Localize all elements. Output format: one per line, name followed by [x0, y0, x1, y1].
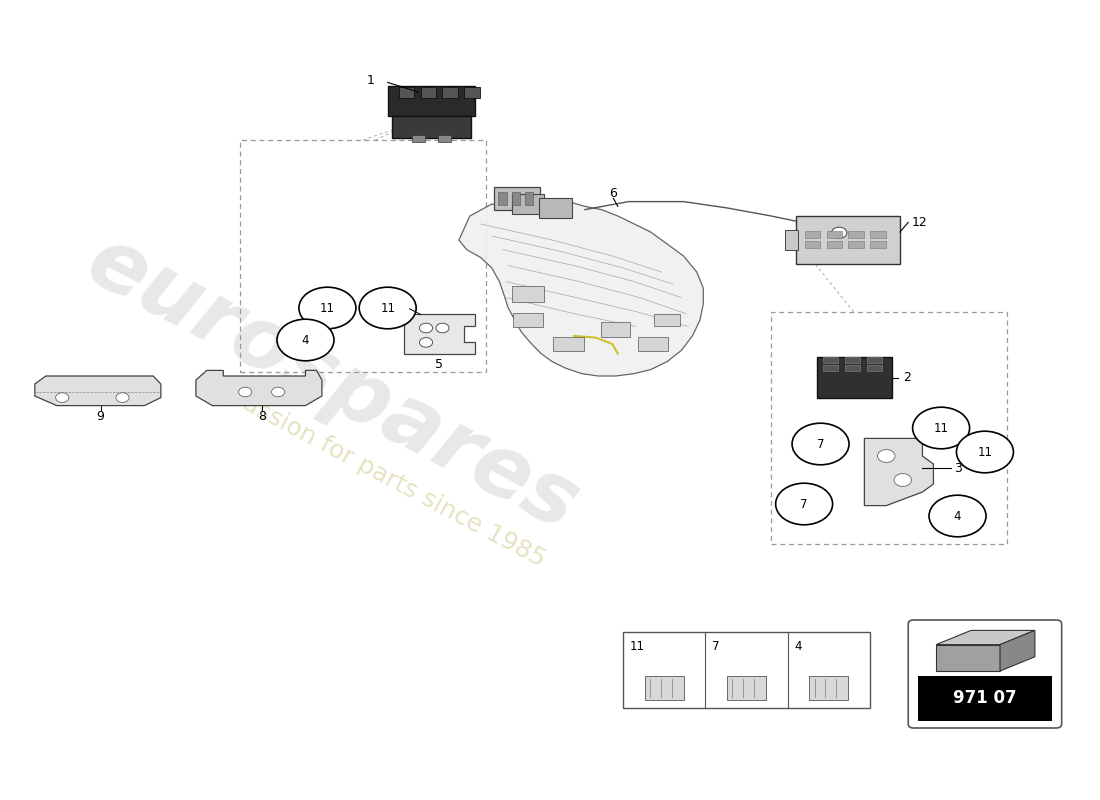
Circle shape [116, 393, 129, 402]
Text: 971 07: 971 07 [953, 690, 1016, 707]
Polygon shape [865, 438, 934, 506]
Bar [392, 116, 471, 138]
Bar [498, 192, 507, 205]
Circle shape [419, 323, 432, 333]
Bar [525, 192, 533, 205]
Bar [512, 192, 520, 205]
Bar [936, 645, 1000, 671]
Circle shape [56, 393, 69, 402]
Bar [512, 194, 544, 214]
Polygon shape [35, 376, 161, 406]
Bar [817, 357, 892, 398]
Circle shape [299, 287, 356, 329]
Text: 2: 2 [903, 371, 911, 384]
Bar [654, 314, 680, 326]
Circle shape [360, 287, 416, 329]
Text: 7: 7 [801, 498, 807, 510]
Bar [867, 365, 882, 371]
Text: 11: 11 [381, 302, 395, 314]
Text: 4: 4 [301, 334, 309, 346]
Circle shape [272, 387, 285, 397]
Polygon shape [196, 370, 322, 406]
Text: 5: 5 [436, 358, 443, 371]
Bar [848, 231, 864, 238]
Text: 11: 11 [630, 640, 645, 653]
Circle shape [419, 338, 432, 347]
Bar [411, 135, 425, 142]
Circle shape [956, 431, 1013, 473]
FancyBboxPatch shape [909, 620, 1062, 728]
Circle shape [792, 423, 849, 465]
Text: 6: 6 [609, 187, 617, 200]
Bar [438, 135, 451, 142]
Circle shape [930, 495, 986, 537]
Bar [808, 676, 848, 700]
Circle shape [277, 319, 334, 361]
Bar [645, 676, 684, 700]
Bar [727, 676, 767, 700]
Bar [826, 231, 842, 238]
Text: 3: 3 [954, 462, 962, 474]
Polygon shape [1000, 630, 1035, 671]
Text: 11: 11 [934, 422, 948, 434]
Text: 9: 9 [97, 410, 104, 423]
Bar [870, 231, 886, 238]
Bar [513, 313, 543, 327]
Circle shape [436, 323, 449, 333]
Circle shape [832, 227, 847, 238]
Bar [494, 187, 540, 210]
Bar [918, 676, 1052, 721]
Bar [796, 216, 900, 264]
Circle shape [776, 483, 833, 525]
Bar [805, 231, 820, 238]
Bar [870, 241, 886, 248]
Text: 12: 12 [912, 216, 927, 229]
Bar [867, 357, 882, 363]
Circle shape [239, 387, 252, 397]
Circle shape [894, 474, 912, 486]
Bar [826, 241, 842, 248]
Bar [848, 241, 864, 248]
Bar [539, 198, 572, 218]
Bar [464, 87, 480, 98]
Bar [398, 87, 414, 98]
Bar [420, 87, 436, 98]
Text: a passion for parts since 1985: a passion for parts since 1985 [205, 373, 549, 571]
Bar [442, 87, 458, 98]
Text: 11: 11 [320, 302, 334, 314]
Text: 8: 8 [257, 410, 265, 423]
Bar [845, 365, 860, 371]
Bar [823, 365, 838, 371]
Bar [771, 312, 1006, 544]
Text: eurospares: eurospares [73, 219, 593, 549]
Bar [240, 140, 486, 372]
Text: 7: 7 [817, 438, 824, 450]
Bar [512, 286, 544, 302]
Text: 4: 4 [794, 640, 802, 653]
Bar [805, 241, 820, 248]
Text: 7: 7 [712, 640, 719, 653]
Text: 1: 1 [366, 74, 374, 87]
Bar [553, 337, 584, 351]
Bar [845, 357, 860, 363]
Bar [602, 322, 630, 337]
Text: 11: 11 [978, 446, 992, 458]
Bar [823, 357, 838, 363]
Circle shape [878, 450, 895, 462]
Bar [387, 86, 475, 116]
Polygon shape [936, 630, 1035, 645]
Text: 4: 4 [954, 510, 961, 522]
Bar [638, 337, 668, 351]
Bar [624, 632, 870, 708]
Circle shape [913, 407, 969, 449]
Polygon shape [404, 314, 475, 354]
Bar [785, 230, 799, 250]
Polygon shape [459, 196, 703, 376]
